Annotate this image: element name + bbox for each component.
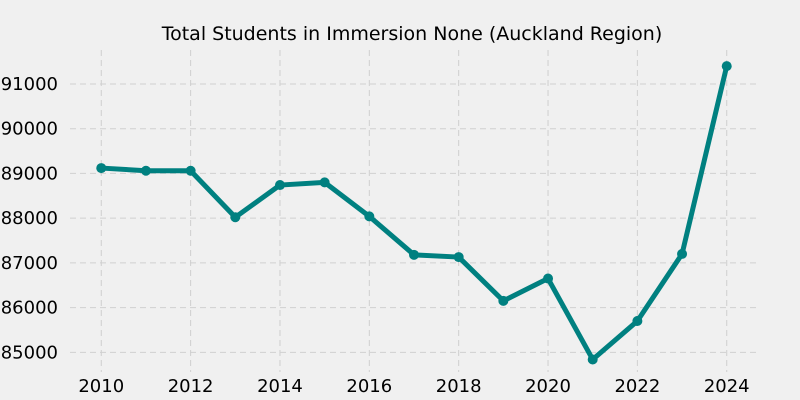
y-tick-label: 88000 (1, 208, 58, 229)
data-point (587, 354, 598, 365)
data-point (230, 212, 241, 223)
grid (70, 50, 758, 372)
series-line (98, 63, 730, 362)
y-tick-label: 90000 (1, 119, 58, 140)
series-layer (98, 63, 730, 362)
data-point (364, 211, 375, 222)
data-point (140, 165, 151, 176)
x-tick-label: 2012 (168, 376, 214, 397)
y-tick-label: 86000 (1, 298, 58, 319)
x-tick-label: 2022 (614, 376, 660, 397)
data-point (96, 163, 107, 174)
y-tick-label: 85000 (1, 342, 58, 363)
x-tick-label: 2018 (436, 376, 482, 397)
data-point (185, 165, 196, 176)
x-tick-label: 2024 (704, 376, 750, 397)
data-point (721, 61, 732, 72)
x-axis-ticks: 2010 2012 2014 2016 2018 2020 2022 2024 (78, 376, 749, 397)
data-point (319, 177, 330, 188)
data-point (409, 249, 419, 260)
data-point (453, 252, 464, 263)
x-tick-label: 2010 (78, 376, 124, 397)
data-point (498, 295, 509, 306)
y-axis-ticks: 85000 86000 87000 88000 89000 90000 91000 (1, 74, 58, 363)
y-tick-label: 87000 (1, 253, 58, 274)
data-point (274, 180, 285, 191)
x-tick-label: 2016 (346, 376, 392, 397)
x-tick-label: 2020 (525, 376, 571, 397)
points-layer (96, 61, 732, 365)
y-tick-label: 91000 (1, 74, 58, 95)
y-tick-label: 89000 (1, 163, 58, 184)
data-point (543, 273, 554, 284)
data-point (632, 316, 643, 327)
chart-title: Total Students in Immersion None (Auckla… (161, 23, 663, 45)
x-tick-label: 2014 (257, 376, 303, 397)
data-point (677, 248, 688, 259)
